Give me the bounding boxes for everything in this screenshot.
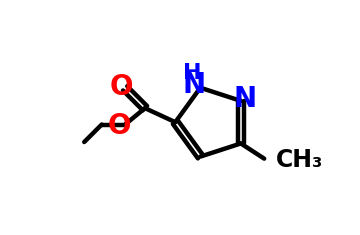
Text: CH₃: CH₃: [276, 148, 323, 172]
Text: H: H: [183, 63, 202, 82]
Text: O: O: [109, 73, 132, 101]
Text: N: N: [234, 85, 257, 113]
Text: N: N: [183, 71, 206, 99]
Text: O: O: [108, 112, 131, 140]
